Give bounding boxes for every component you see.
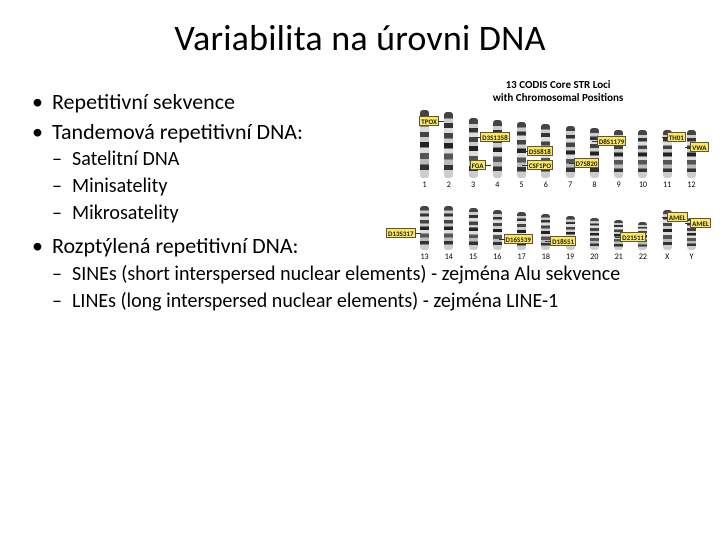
sub-lines: LINEs (long interspersed nuclear element… [30, 289, 690, 314]
chromosome-18 [541, 214, 550, 250]
locus-th01: TH01 [667, 132, 686, 142]
figure-title-line2: with Chromosomal Positions [493, 91, 624, 104]
chromosome-row-2: D13S317D16S539D18S51D21S11AMELAMEL [418, 192, 698, 250]
chromosome-2 [444, 112, 453, 178]
locus-d8s1179: D8S1179 [597, 136, 626, 146]
locus-fga: FGA [470, 160, 486, 170]
locus-tpox: TPOX [419, 116, 439, 126]
sublist-dispersed: SINEs (short interspersed nuclear elemen… [30, 262, 690, 314]
slide-container: Variabilita na úrovni DNA Repetitivní se… [0, 0, 720, 540]
chromosome-5 [517, 122, 526, 178]
codis-figure: 13 CODIS Core STR Loci with Chromosomal … [418, 78, 698, 250]
slide-title: Variabilita na úrovni DNA [30, 16, 690, 60]
locus-d7s820: D7S820 [574, 158, 600, 168]
locus-csf1po: CSF1PO [527, 160, 553, 170]
sub-sines: SINEs (short interspersed nuclear elemen… [30, 262, 690, 287]
chromosome-17 [517, 212, 526, 250]
locus-d21s11: D21S11 [620, 232, 646, 242]
locus-d3s1358: D3S1358 [480, 132, 509, 142]
chromosome-10 [638, 130, 647, 178]
chromosome-15 [469, 208, 478, 250]
locus-d5s818: D5S818 [527, 146, 553, 156]
chromosome-16 [493, 210, 502, 250]
chromosome-12 [687, 130, 696, 178]
locus-amel: AMEL [690, 218, 711, 228]
chromosome-7 [566, 126, 575, 178]
figure-title: 13 CODIS Core STR Loci with Chromosomal … [418, 78, 698, 104]
chromosome-row-1: TPOX D3S1358 FGA D5S818 CSF1PO D7S820 D8S1179 T… [418, 108, 698, 178]
locus-vwa: VWA [690, 142, 708, 152]
chromosome-13 [420, 206, 429, 250]
chromosome-14 [444, 206, 453, 250]
chromosome-4 [493, 120, 502, 178]
locus-d18s51: D18S51 [550, 236, 576, 246]
locus-d13s317: D13S317 [386, 228, 415, 238]
figure-title-line1: 13 CODIS Core STR Loci [506, 78, 611, 91]
chromosome-20 [590, 218, 599, 250]
locus-d16s539: D16S539 [504, 234, 533, 244]
locus-amel: AMEL [667, 212, 688, 222]
